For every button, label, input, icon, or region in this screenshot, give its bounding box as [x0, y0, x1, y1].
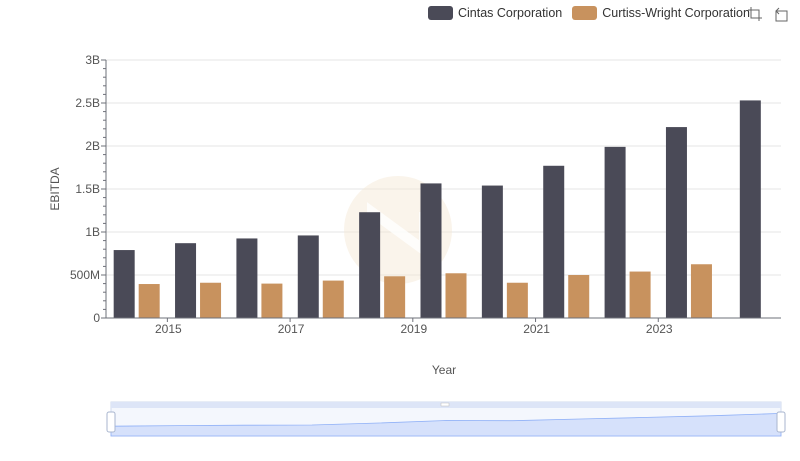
- bar-cintas-2018[interactable]: [359, 212, 381, 318]
- legend-label-curtiss-wright: Curtiss-Wright Corporation: [602, 6, 750, 20]
- x-tick-label: 2015: [155, 322, 182, 336]
- bar-curtiss-wright-2023[interactable]: [690, 264, 712, 318]
- bar-curtiss-wright-2019[interactable]: [445, 273, 467, 318]
- slider-data-shadow: [110, 412, 782, 437]
- bar-curtiss-wright-2018[interactable]: [384, 276, 406, 318]
- y-tick-label: 1.5B: [75, 182, 100, 196]
- legend-item-curtiss-wright[interactable]: Curtiss-Wright Corporation: [572, 6, 750, 20]
- bar-curtiss-wright-2014[interactable]: [138, 284, 160, 318]
- x-tick-label: 2021: [523, 322, 550, 336]
- x-tick-label: 2023: [646, 322, 673, 336]
- bar-curtiss-wright-2016[interactable]: [261, 283, 283, 318]
- y-tick-label: 1B: [85, 225, 100, 239]
- bar-cintas-2024[interactable]: [739, 100, 761, 318]
- slider-handle-right[interactable]: [776, 411, 786, 433]
- bar-cintas-2021[interactable]: [543, 165, 565, 318]
- y-tick-label: 2.5B: [75, 96, 100, 110]
- bar-cintas-2023[interactable]: [665, 127, 687, 318]
- restore-icon[interactable]: [773, 6, 789, 22]
- y-axis-title: EBITDA: [48, 167, 62, 210]
- bar-cintas-2022[interactable]: [604, 146, 626, 318]
- bar-cintas-2017[interactable]: [297, 235, 319, 318]
- bar-curtiss-wright-2020[interactable]: [506, 282, 528, 318]
- bar-cintas-2020[interactable]: [481, 185, 503, 318]
- data-zoom-slider[interactable]: [106, 401, 786, 437]
- legend-swatch-curtiss-wright: [572, 6, 598, 20]
- legend-swatch-cintas: [428, 6, 453, 20]
- zoom-icon[interactable]: [747, 6, 763, 22]
- x-axis-title: Year: [432, 363, 456, 377]
- legend-label-cintas: Cintas Corporation: [458, 6, 563, 20]
- bar-cintas-2019[interactable]: [420, 183, 442, 318]
- legend-item-cintas[interactable]: Cintas Corporation: [428, 6, 562, 20]
- legend: Cintas Corporation Curtiss-Wright Corpor…: [428, 4, 760, 22]
- slider-handle-left[interactable]: [106, 411, 116, 433]
- bar-cintas-2014[interactable]: [113, 250, 135, 318]
- x-tick-label: 2017: [278, 322, 305, 336]
- y-tick-label: 3B: [85, 53, 100, 67]
- slider-center-grip[interactable]: [440, 402, 450, 407]
- x-tick-label: 2019: [400, 322, 427, 336]
- y-tick-label: 500M: [70, 268, 100, 282]
- y-tick-label: 2B: [85, 139, 100, 153]
- bar-cintas-2016[interactable]: [236, 238, 258, 318]
- bar-curtiss-wright-2015[interactable]: [200, 282, 222, 318]
- bar-cintas-2015[interactable]: [175, 243, 197, 318]
- bar-curtiss-wright-2022[interactable]: [629, 271, 651, 318]
- y-tick-label: 0: [93, 311, 100, 325]
- bar-curtiss-wright-2017[interactable]: [322, 280, 344, 318]
- bar-curtiss-wright-2021[interactable]: [568, 275, 590, 318]
